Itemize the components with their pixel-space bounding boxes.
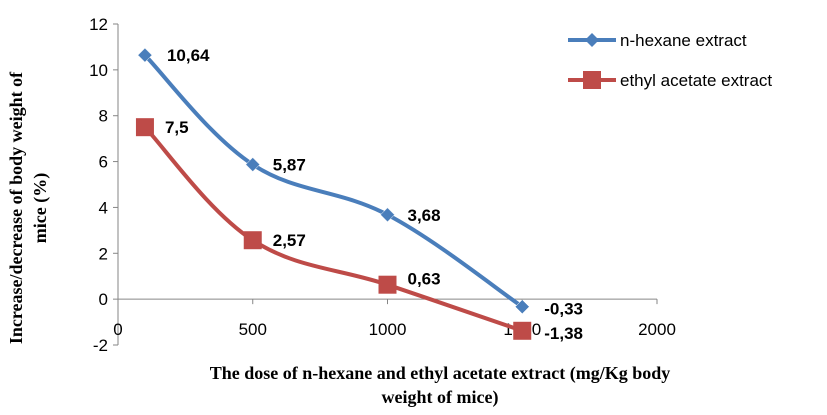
data-label: 3,68 (408, 206, 441, 225)
y-tick-label: 2 (99, 244, 108, 263)
y-tick-label: 10 (89, 61, 108, 80)
data-label: 2,57 (273, 231, 306, 250)
data-label: 7,5 (165, 118, 189, 137)
x-axis-title: The dose of n-hexane and ethyl acetate e… (210, 363, 670, 384)
series-line-ethyl-acetate (143, 125, 523, 333)
y-tick-label: 0 (99, 290, 108, 309)
data-label: 0,63 (408, 270, 441, 289)
data-point-square (513, 321, 532, 340)
x-tick-label: 2000 (638, 320, 676, 339)
data-label: 5,87 (273, 156, 306, 175)
legend-label: ethyl acetate extract (620, 71, 772, 90)
y-tick-label: 6 (99, 153, 108, 172)
legend-label: n-hexane extract (620, 31, 747, 50)
data-point-diamond (380, 207, 395, 223)
data-point-diamond (245, 157, 261, 172)
y-axis-title: Increase/decrease of body weight of (6, 71, 26, 344)
y-axis-title: mice (%) (30, 173, 51, 243)
x-tick-label: 0 (113, 320, 122, 339)
data-label: -0,33 (544, 300, 583, 319)
data-label: 10,64 (167, 46, 210, 65)
x-axis-title: weight of mice) (382, 387, 499, 408)
y-tick-label: -2 (93, 336, 108, 355)
data-point-diamond (137, 47, 153, 63)
legend-marker-diamond (585, 33, 599, 47)
y-tick-label: 12 (89, 15, 108, 34)
data-point-square (135, 118, 154, 137)
y-tick-label: 4 (99, 198, 108, 217)
data-label: -1,38 (544, 324, 583, 343)
data-point-diamond (514, 299, 530, 315)
x-tick-label: 1000 (369, 320, 407, 339)
data-point-square (378, 275, 397, 294)
series-line-n-hexane (143, 53, 524, 309)
data-point-square (243, 231, 262, 250)
x-tick-label: 500 (239, 320, 267, 339)
legend-marker-square (583, 71, 601, 89)
y-tick-label: 8 (99, 107, 108, 126)
